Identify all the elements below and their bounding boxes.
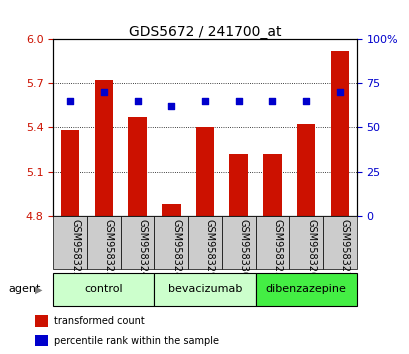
- Point: [235, 98, 241, 104]
- Text: GSM958326: GSM958326: [306, 218, 315, 278]
- Text: GSM958327: GSM958327: [339, 218, 349, 278]
- Bar: [162, 204, 180, 216]
- Text: percentile rank within the sample: percentile rank within the sample: [54, 336, 218, 346]
- Point: [268, 98, 275, 104]
- Bar: [53, 273, 154, 306]
- Text: transformed count: transformed count: [54, 316, 144, 326]
- Text: GSM958323: GSM958323: [103, 218, 114, 278]
- Bar: [289, 216, 322, 269]
- Text: GSM958329: GSM958329: [204, 218, 214, 278]
- Bar: [263, 154, 281, 216]
- Bar: [87, 216, 120, 269]
- Text: agent: agent: [8, 284, 40, 295]
- Bar: [120, 216, 154, 269]
- Bar: [221, 216, 255, 269]
- Point: [134, 98, 141, 104]
- Bar: [35, 335, 48, 346]
- Point: [67, 98, 73, 104]
- Bar: [195, 127, 214, 216]
- Point: [302, 98, 309, 104]
- Bar: [128, 117, 146, 216]
- Text: GDS5672 / 241700_at: GDS5672 / 241700_at: [128, 25, 281, 39]
- Bar: [35, 315, 48, 327]
- Bar: [188, 216, 221, 269]
- Bar: [322, 216, 356, 269]
- Bar: [255, 216, 289, 269]
- Text: GSM958324: GSM958324: [137, 218, 147, 278]
- Text: control: control: [84, 284, 123, 295]
- Bar: [154, 216, 188, 269]
- Bar: [330, 51, 348, 216]
- Text: ▶: ▶: [35, 284, 42, 295]
- Text: GSM958322: GSM958322: [70, 218, 80, 278]
- Bar: [53, 216, 87, 269]
- Text: dibenzazepine: dibenzazepine: [265, 284, 346, 295]
- Point: [336, 89, 342, 95]
- Point: [100, 89, 107, 95]
- Text: GSM958325: GSM958325: [272, 218, 282, 278]
- Point: [168, 103, 174, 109]
- Bar: [94, 80, 113, 216]
- Text: bevacizumab: bevacizumab: [167, 284, 242, 295]
- Bar: [255, 273, 356, 306]
- Bar: [296, 125, 315, 216]
- Text: GSM958330: GSM958330: [238, 218, 248, 278]
- Bar: [229, 154, 247, 216]
- Text: GSM958328: GSM958328: [171, 218, 181, 278]
- Bar: [61, 130, 79, 216]
- Bar: [154, 273, 255, 306]
- Point: [201, 98, 208, 104]
